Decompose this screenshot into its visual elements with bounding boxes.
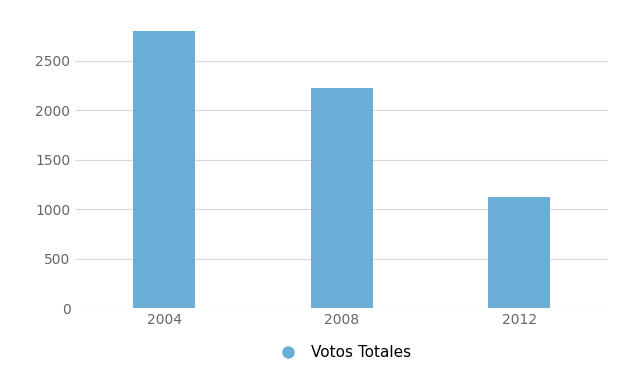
Bar [488, 197, 551, 308]
Bar [133, 31, 195, 308]
Bar [310, 88, 373, 308]
Legend: Votos Totales: Votos Totales [266, 339, 417, 366]
